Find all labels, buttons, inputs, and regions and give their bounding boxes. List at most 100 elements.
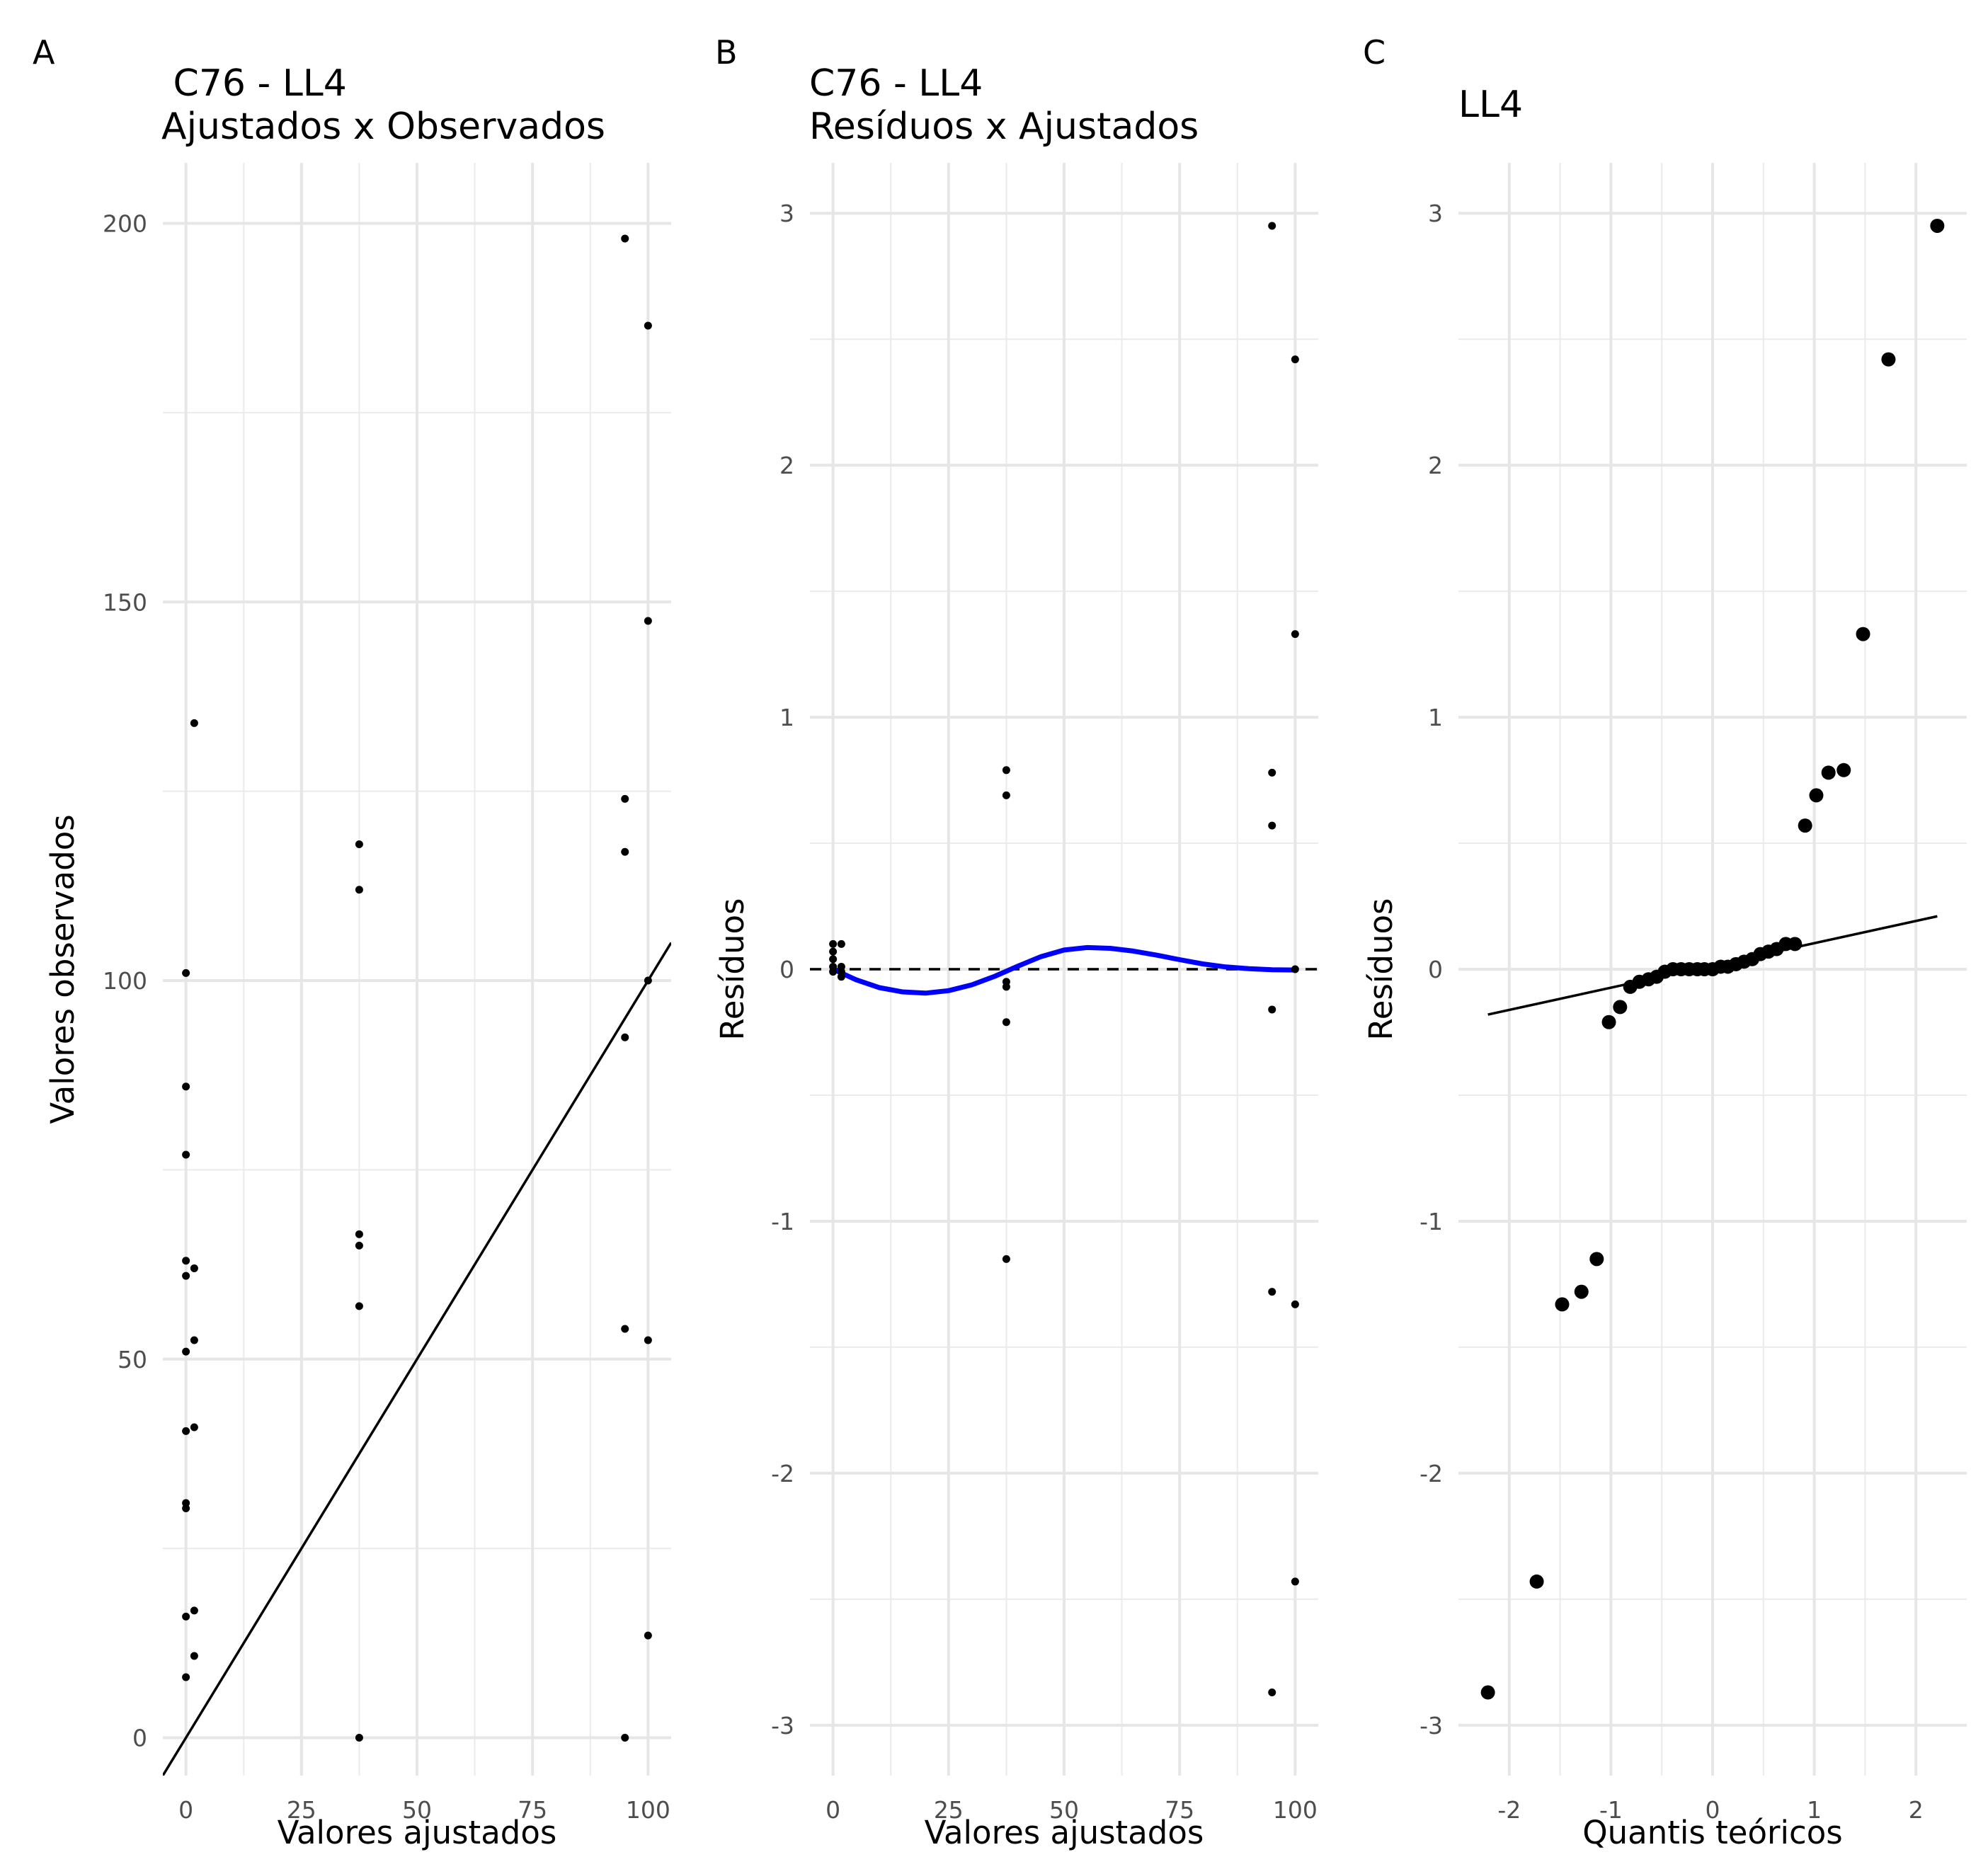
data-point — [1291, 1300, 1299, 1308]
data-point — [190, 1606, 198, 1615]
data-point — [837, 939, 845, 948]
y-axis-title: Resíduos — [1362, 898, 1400, 1041]
data-point — [1268, 222, 1276, 230]
data-point — [1291, 355, 1299, 364]
x-axis-title: Valores ajustados — [278, 1814, 557, 1851]
x-tick-label: 100 — [1273, 1796, 1318, 1824]
data-point — [1809, 788, 1824, 803]
data-point — [1589, 1252, 1604, 1267]
y-tick-label: 3 — [1428, 200, 1443, 227]
data-point — [644, 1631, 652, 1640]
smooth-line — [832, 944, 1296, 996]
data-point — [829, 968, 838, 976]
data-point — [1613, 1000, 1628, 1015]
data-point — [621, 1325, 629, 1333]
data-point — [1798, 818, 1812, 833]
data-point — [1601, 1015, 1616, 1029]
y-axis-title: Resíduos — [714, 898, 751, 1041]
data-point — [1555, 1297, 1570, 1312]
y-tick-label: 2 — [1428, 452, 1443, 479]
data-point — [1002, 1255, 1010, 1263]
y-tick-label: -3 — [1419, 1712, 1443, 1739]
data-point — [1856, 627, 1870, 641]
x-tick-label: 50 — [1049, 1796, 1079, 1824]
data-point — [644, 976, 652, 985]
data-point — [355, 840, 363, 849]
data-point — [182, 1673, 190, 1681]
panel-title-line: Resíduos x Ajustados — [809, 105, 1199, 148]
data-point — [1268, 1689, 1276, 1697]
data-point — [829, 947, 838, 956]
data-point — [190, 1336, 198, 1344]
points — [1480, 218, 1945, 1700]
data-point — [190, 1423, 198, 1432]
y-tick-label: 100 — [103, 967, 147, 995]
points — [182, 234, 652, 1742]
data-point — [837, 973, 845, 981]
y-tick-label: 0 — [1428, 956, 1443, 983]
y-tick-label: 150 — [103, 588, 147, 616]
x-tick-label: 50 — [402, 1796, 432, 1824]
grid — [163, 163, 671, 1776]
x-tick-label: 25 — [287, 1796, 316, 1824]
x-tick-label: 75 — [1165, 1796, 1194, 1824]
data-point — [182, 1272, 190, 1280]
data-point — [644, 321, 652, 330]
data-point — [355, 886, 363, 894]
y-tick-label: 2 — [779, 452, 794, 479]
data-point — [1002, 1018, 1010, 1027]
data-point — [190, 719, 198, 727]
panel-title-line: Ajustados x Observados — [161, 105, 605, 148]
data-point — [1480, 1685, 1495, 1700]
grid — [1458, 163, 1967, 1776]
data-point — [1268, 821, 1276, 830]
x-tick-label: 100 — [626, 1796, 670, 1824]
y-tick-label: 0 — [132, 1725, 147, 1752]
y-tick-label: 1 — [779, 704, 794, 731]
data-point — [1529, 1574, 1544, 1589]
data-point — [644, 1336, 652, 1344]
x-tick-label: 1 — [1807, 1796, 1822, 1824]
x-tick-label: 75 — [518, 1796, 547, 1824]
y-axis-title: Valores observados — [44, 814, 81, 1124]
y-tick-label: 200 — [103, 210, 147, 238]
data-point — [829, 939, 838, 948]
y-tick-label: -1 — [771, 1208, 794, 1235]
data-point — [621, 1734, 629, 1742]
data-point — [1574, 1284, 1589, 1299]
panel-c: -2 -1 0 1 2 -3 -2 -1 0 1 2 3 Quantis teóricos Resíduo… — [1362, 33, 1967, 1851]
x-axis-title: Valores ajustados — [925, 1814, 1204, 1851]
panel-title-line: C76 - LL4 — [161, 62, 347, 105]
panel-tag: C — [1363, 33, 1386, 72]
panel-tag: A — [33, 33, 55, 72]
data-point — [1930, 218, 1945, 233]
y-tick-label: 3 — [779, 200, 794, 227]
y-tick-label: -1 — [1419, 1208, 1443, 1235]
data-point — [1268, 1288, 1276, 1296]
data-point — [182, 1150, 190, 1159]
x-tick-label: 0 — [826, 1796, 840, 1824]
y-tick-label: -3 — [771, 1712, 794, 1739]
data-point — [1268, 1005, 1276, 1014]
data-point — [190, 1652, 198, 1660]
x-tick-label: 2 — [1909, 1796, 1924, 1824]
data-point — [182, 1427, 190, 1435]
data-point — [182, 1257, 190, 1265]
data-point — [1002, 791, 1010, 799]
data-point — [1002, 766, 1010, 775]
data-point — [190, 1264, 198, 1272]
panel-tag: B — [715, 33, 738, 72]
data-point — [644, 617, 652, 625]
x-tick-label: 0 — [178, 1796, 193, 1824]
y-tick-label: 50 — [118, 1346, 147, 1373]
data-point — [1836, 762, 1851, 777]
data-point — [621, 847, 629, 856]
data-point — [1291, 965, 1299, 973]
data-point — [1788, 937, 1803, 952]
data-point — [182, 1347, 190, 1356]
data-point — [355, 1302, 363, 1310]
x-tick-label: 25 — [934, 1796, 964, 1824]
data-point — [355, 1230, 363, 1238]
panel-title-line: C76 - LL4 — [809, 62, 983, 105]
